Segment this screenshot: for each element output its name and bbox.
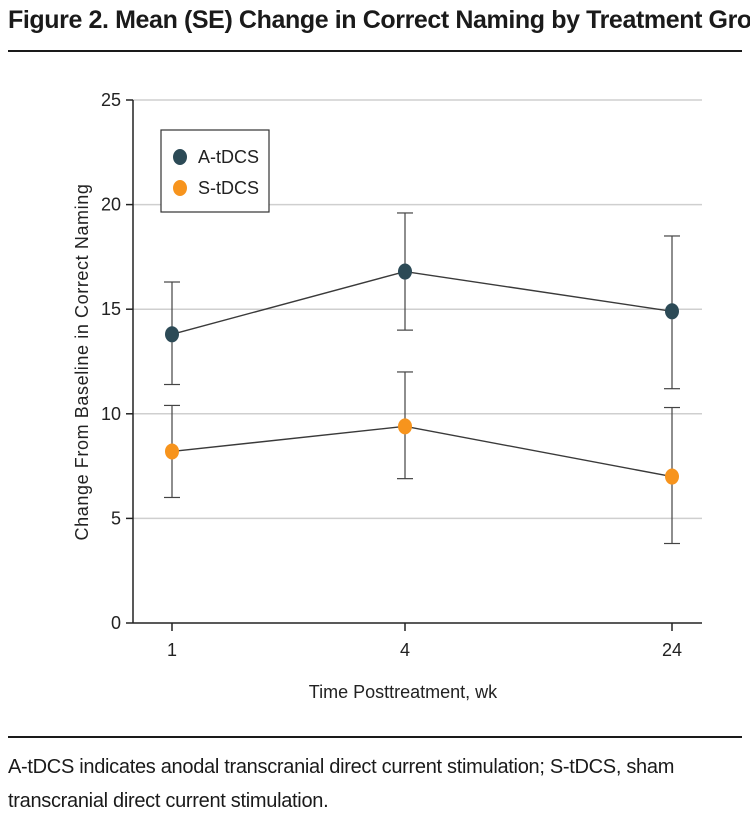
legend-marker xyxy=(173,149,187,165)
series-line xyxy=(171,270,673,335)
data-point xyxy=(398,263,412,280)
series-line xyxy=(171,425,673,478)
y-tick-label: 25 xyxy=(101,90,121,110)
data-point xyxy=(665,468,679,485)
legend-box xyxy=(160,129,270,213)
line-chart: 0 5 10 15 20 25 1 4 24 Time Posttreatment, wk Chan… xyxy=(72,90,702,702)
legend-marker xyxy=(173,180,187,196)
y-axis-label: Change From Baseline in Correct Naming xyxy=(72,184,92,541)
x-axis-label: Time Posttreatment, wk xyxy=(309,682,498,702)
data-point xyxy=(165,443,179,460)
title-rule xyxy=(8,50,742,52)
data-point xyxy=(165,326,179,343)
figure-caption: A-tDCS indicates anodal transcranial dir… xyxy=(8,756,675,812)
y-tick-label: 0 xyxy=(111,613,121,633)
x-tick-label: 1 xyxy=(167,640,177,660)
y-tick-label: 5 xyxy=(111,508,121,528)
legend-label: S-tDCS xyxy=(198,178,259,198)
figure-title: Figure 2. Mean (SE) Change in Correct Na… xyxy=(8,6,750,34)
y-tick-label: 20 xyxy=(101,195,121,215)
y-tick-label: 10 xyxy=(101,404,121,424)
caption-rule xyxy=(8,736,742,738)
x-tick-label: 24 xyxy=(662,640,682,660)
data-point xyxy=(665,303,679,320)
x-tick-label: 4 xyxy=(400,640,410,660)
y-tick-label: 15 xyxy=(101,299,121,319)
data-point xyxy=(398,418,412,435)
legend-label: A-tDCS xyxy=(198,147,259,167)
